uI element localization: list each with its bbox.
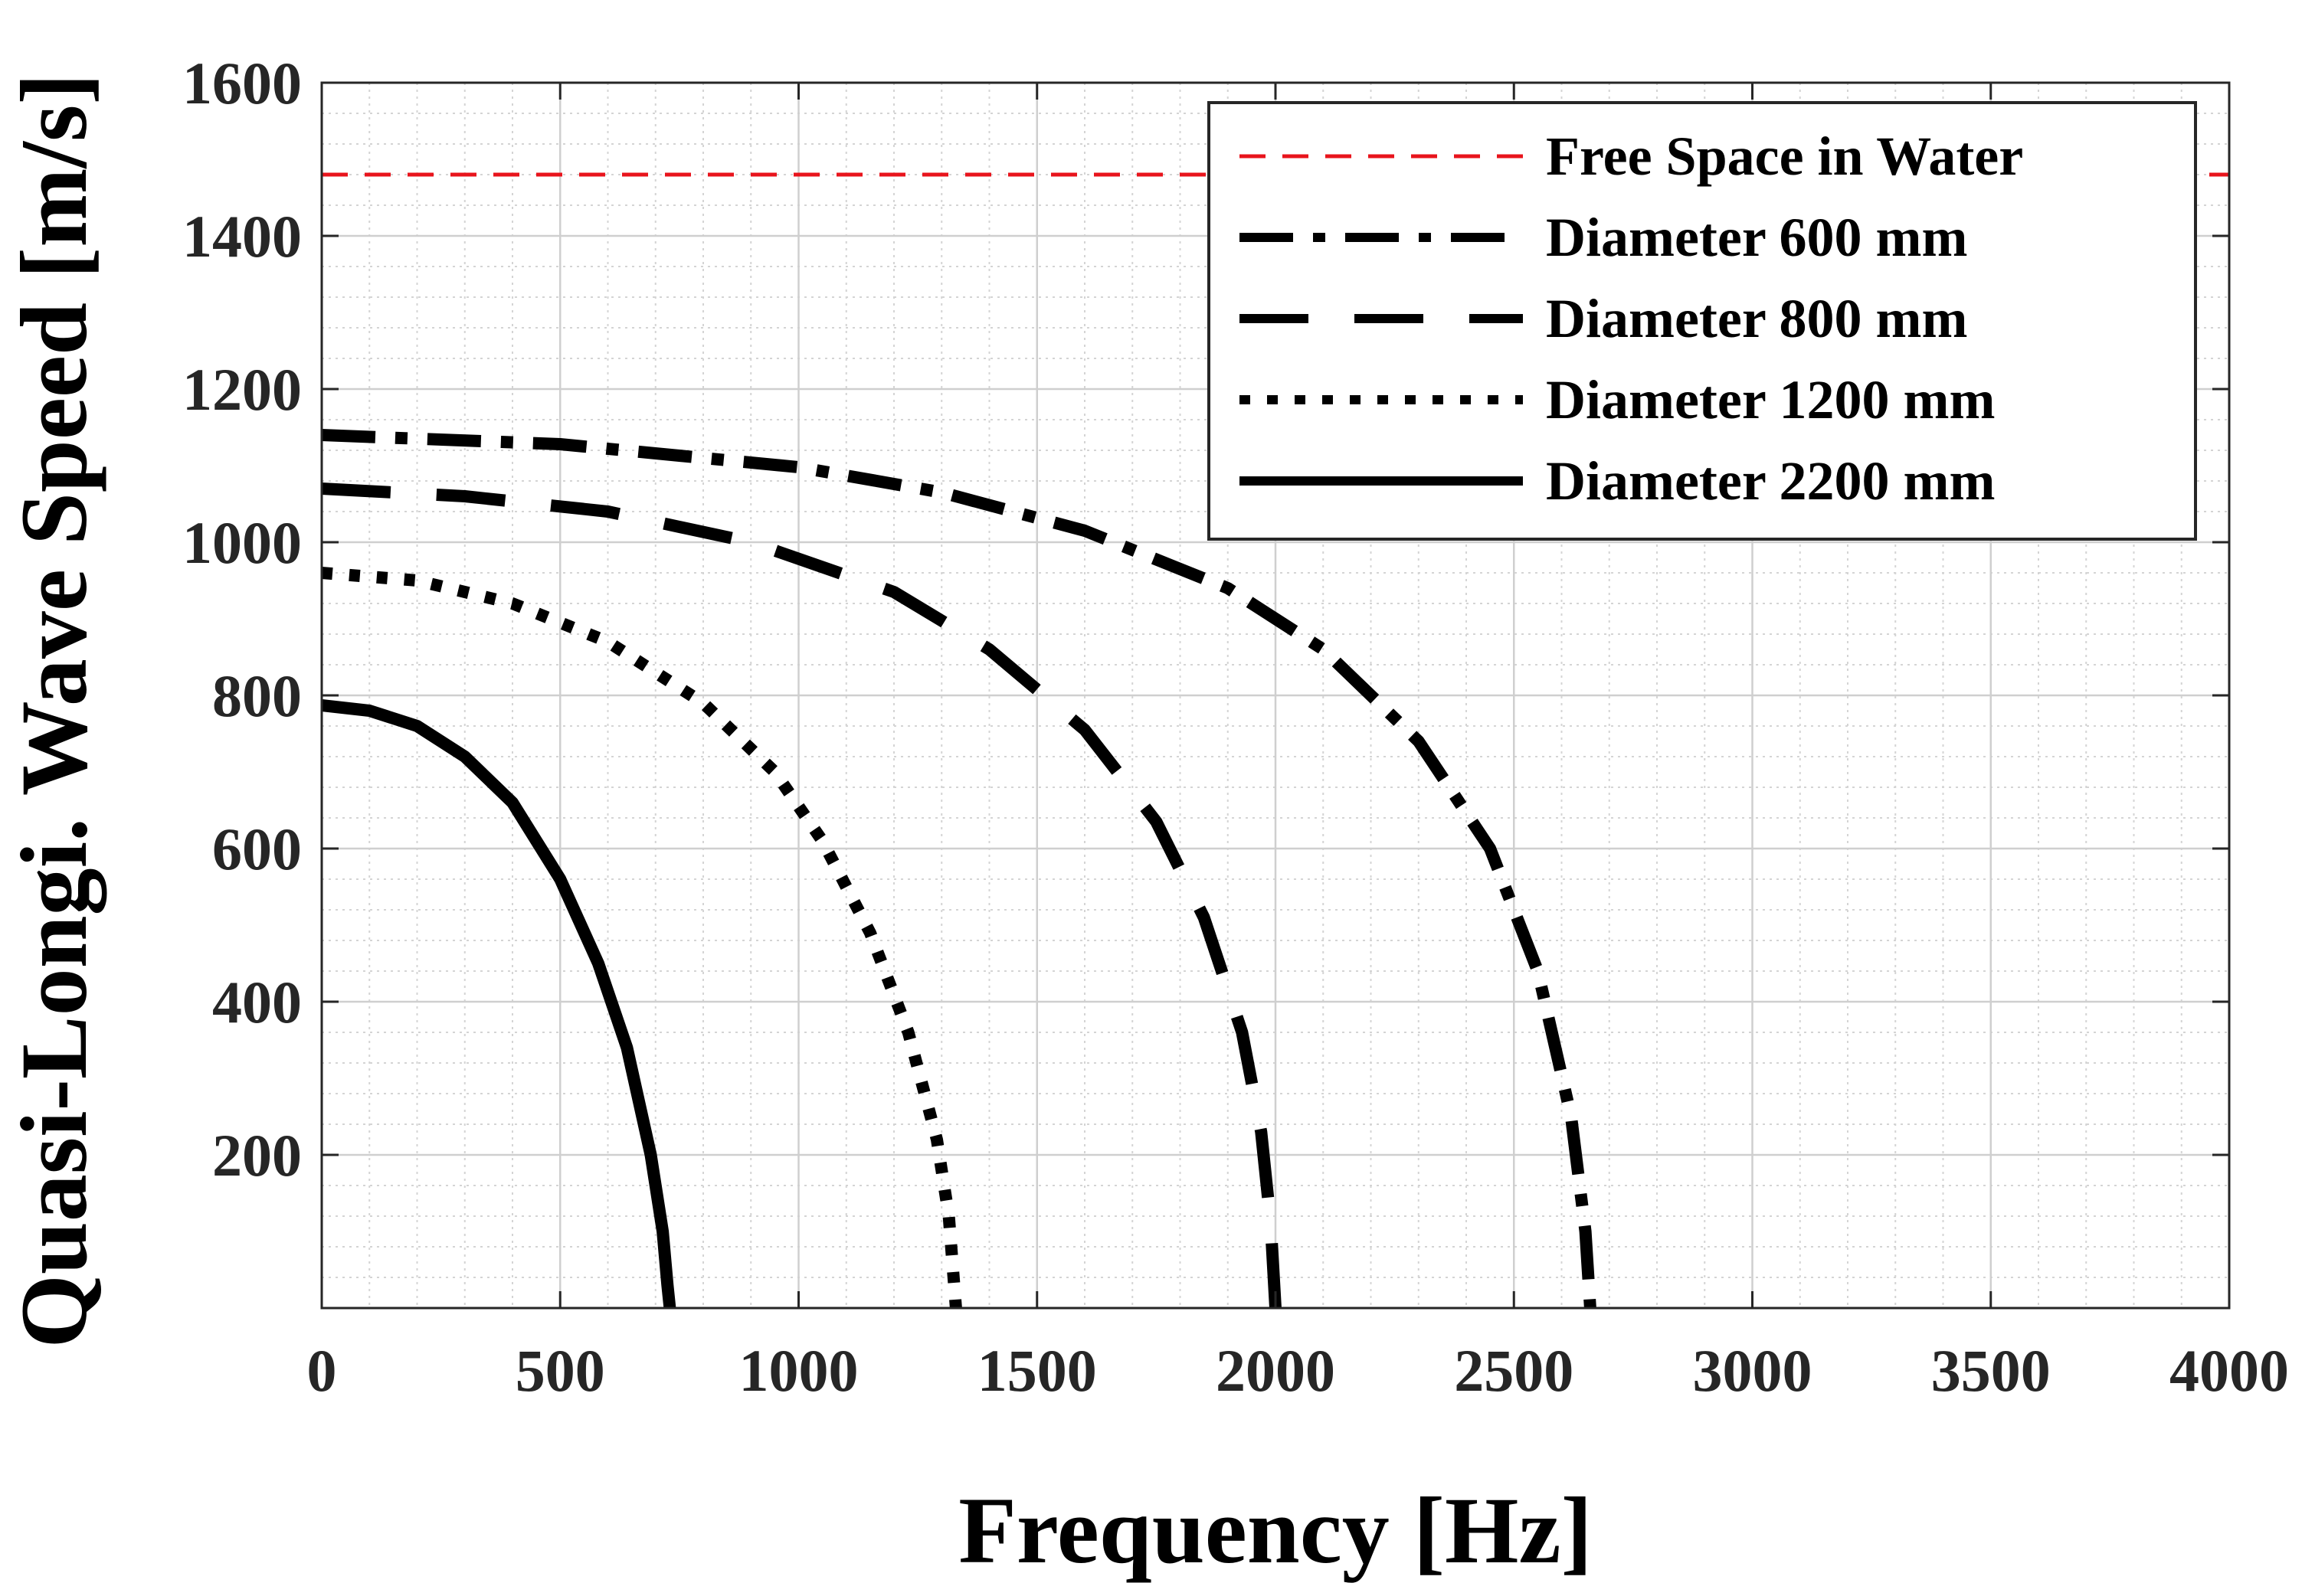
- y-axis-title: Quasi-Longi. Wave Speed [m/s]: [2, 73, 107, 1348]
- y-tick-label: 600: [212, 816, 302, 882]
- legend-label-2: Diameter 600 mm: [1546, 207, 1967, 268]
- x-tick-label: 4000: [2169, 1337, 2289, 1404]
- y-tick-label: 1400: [182, 203, 302, 270]
- x-tick-label: 2000: [1216, 1337, 1335, 1404]
- x-tick-label: 500: [516, 1337, 605, 1404]
- y-tick-label: 1200: [182, 356, 302, 423]
- legend: Free Space in Water Diameter 600 mm Diamet…: [1207, 101, 2197, 541]
- y-tick-label: 1600: [182, 50, 302, 116]
- y-tick-label: 1000: [182, 509, 302, 576]
- legend-label-1: Free Space in Water: [1546, 126, 2023, 187]
- legend-label-4: Diameter 1200 mm: [1546, 369, 1995, 430]
- x-tick-label: 1000: [739, 1337, 859, 1404]
- x-tick-label: 0: [307, 1337, 337, 1404]
- x-tick-label: 3500: [1931, 1337, 2051, 1404]
- tick-labels: 0 500 1000 1500 2000 2500 3000 3500 4000 200 400 60…: [182, 50, 2289, 1404]
- x-tick-label: 1500: [977, 1337, 1097, 1404]
- legend-label-5: Diameter 2200 mm: [1546, 450, 1995, 512]
- y-tick-label: 200: [212, 1122, 302, 1189]
- series-line-4: [321, 567, 962, 1309]
- y-tick-label: 400: [212, 969, 302, 1035]
- y-tick-label: 800: [212, 662, 302, 729]
- axes: [320, 81, 2231, 1310]
- x-axis-title: Frequency [Hz]: [958, 1478, 1593, 1583]
- series-line-5: [321, 699, 676, 1309]
- legend-label-3: Diameter 800 mm: [1546, 288, 1967, 349]
- x-tick-label: 3000: [1693, 1337, 1812, 1404]
- series-line-3: [321, 482, 1282, 1309]
- x-tick-label: 2500: [1454, 1337, 1573, 1404]
